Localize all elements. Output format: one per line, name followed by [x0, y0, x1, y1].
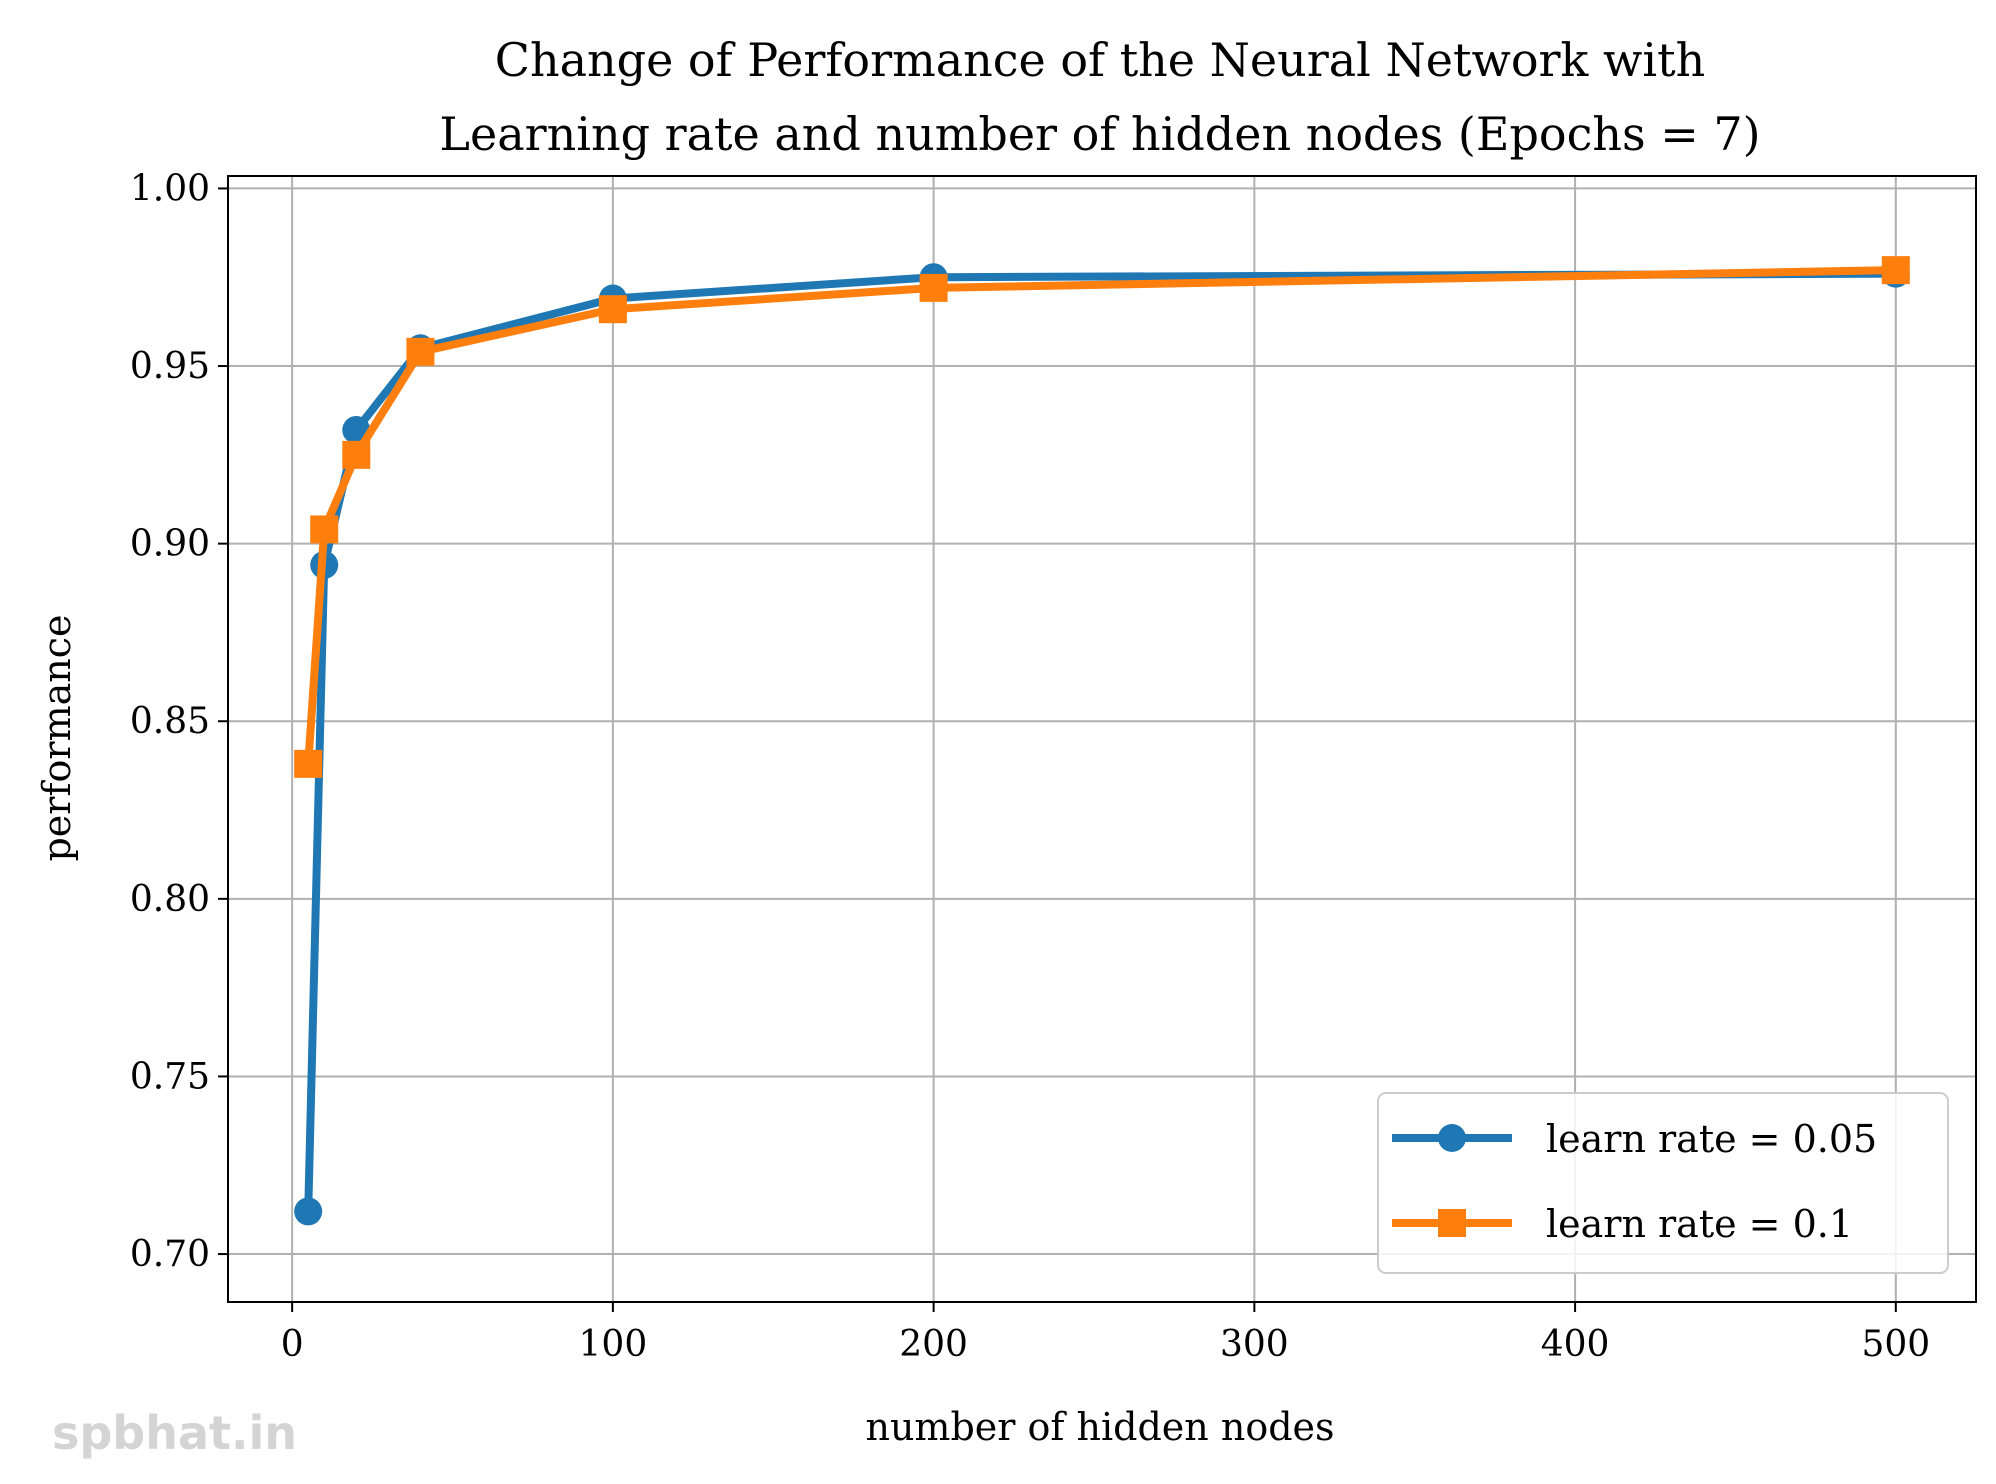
data-point-circle [294, 1197, 323, 1226]
legend-label-learn-rate-0-1: learn rate = 0.1 [1546, 1202, 1853, 1246]
x-tick-label: 300 [1220, 1324, 1289, 1365]
y-axis-label: performance [35, 614, 79, 861]
chart-title-line-2: Learning rate and number of hidden nodes… [439, 107, 1760, 161]
x-tick-label: 0 [281, 1324, 304, 1365]
chart-title-line-1: Change of Performance of the Neural Netw… [495, 33, 1705, 87]
x-tick-label: 200 [899, 1324, 968, 1365]
y-tick-label: 0.75 [130, 1056, 210, 1097]
x-axis-label: number of hidden nodes [865, 1405, 1334, 1449]
data-point-square [294, 749, 323, 778]
data-point-square [598, 295, 627, 324]
y-tick-label: 0.90 [130, 524, 210, 565]
series-layer [294, 256, 1910, 1226]
x-tick-label: 400 [1541, 1324, 1610, 1365]
legend-marker-circle [1438, 1124, 1466, 1152]
x-tick-label: 100 [579, 1324, 648, 1365]
data-point-square [406, 337, 435, 366]
legend-frame [1377, 1092, 1949, 1274]
legend-marker-square [1438, 1209, 1466, 1237]
data-point-square [310, 515, 339, 544]
grid-lines [228, 176, 1976, 1302]
watermark-text: spbhat.in [52, 1406, 298, 1460]
data-point-square [919, 273, 948, 302]
series-line [303, 266, 1900, 769]
x-tick-label: 500 [1861, 1324, 1930, 1365]
y-tick-label: 0.80 [130, 879, 210, 920]
y-tick-label: 1.00 [130, 168, 210, 209]
series-line [304, 269, 1900, 1216]
y-tick-label: 0.70 [130, 1234, 210, 1275]
series-learn-rate-0-05 [294, 259, 1910, 1226]
axis-ticks: 0 100 200 300 400 500 0.70 0.75 0.80 0.85 0.90 0.95… [130, 168, 1930, 1365]
data-point-square [1881, 256, 1910, 285]
y-tick-label: 0.95 [130, 346, 210, 387]
plot-area-frame [227, 175, 1977, 1303]
data-point-square [342, 440, 371, 469]
legend-label-learn-rate-0-05: learn rate = 0.05 [1546, 1117, 1877, 1161]
series-learn-rate-0-1 [294, 256, 1910, 778]
y-tick-label: 0.85 [130, 701, 210, 742]
legend: learn rate = 0.05 learn rate = 0.1 [1377, 1092, 1949, 1274]
